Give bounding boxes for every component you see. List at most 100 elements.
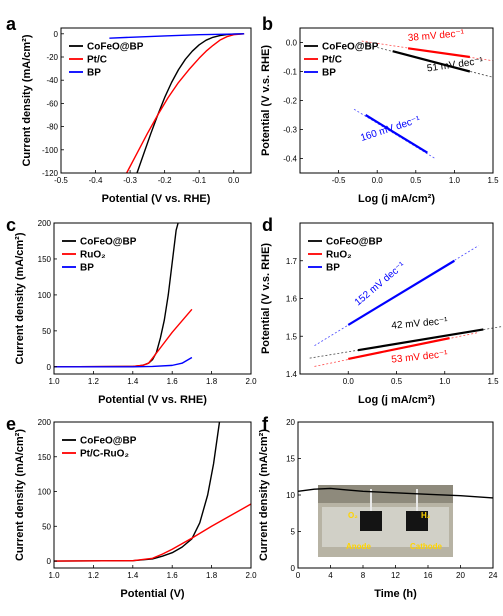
y-tick-label: 0: [291, 564, 296, 573]
x-tick-label: -0.5: [332, 176, 346, 185]
y-tick-label: 150: [38, 255, 52, 264]
panel-letter: c: [6, 215, 16, 235]
x-tick-label: 1.8: [206, 571, 218, 580]
legend-label: RuO₂: [326, 250, 352, 261]
x-tick-label: 8: [361, 571, 366, 580]
x-axis-label: Log (j mA/cm²): [358, 394, 435, 406]
series-line: [348, 337, 450, 360]
x-tick-label: 1.5: [487, 176, 499, 185]
y-tick-label: 0: [47, 363, 52, 372]
x-tick-label: 1.8: [206, 377, 218, 386]
x-tick-label: 12: [391, 571, 400, 580]
x-tick-label: -0.2: [158, 176, 172, 185]
legend-label: CoFeO@BP: [80, 436, 137, 447]
panel-letter: b: [262, 14, 273, 34]
x-tick-label: -0.5: [54, 176, 68, 185]
y-tick-label: 5: [291, 528, 296, 537]
cathode-electrode: [406, 511, 428, 531]
x-tick-label: 1.6: [167, 377, 179, 386]
electrolyzer-photo: O₂ H₂ Anode Cathode: [318, 485, 453, 557]
x-tick-label: 2.0: [245, 571, 257, 580]
y-axis-label: Current density (mA/cm²): [14, 429, 26, 561]
y-tick-label: 50: [42, 327, 51, 336]
plot-frame: [53, 421, 252, 569]
x-tick-label: 1.0: [48, 571, 60, 580]
panel-d: d 0.0 0.5 1.0 1.5 1.4 1.5 1.6 1.7 Log (j mA/cm²) P…: [260, 215, 503, 406]
slope-annotation: 51 mV dec⁻¹: [426, 56, 484, 75]
plot-frame: [53, 222, 252, 375]
y-tick-label: 1.7: [286, 257, 298, 266]
x-tick-label: 24: [489, 571, 498, 580]
inset-label: O₂: [348, 511, 358, 520]
slope-annotation: 152 mV dec⁻¹: [353, 260, 408, 309]
x-tick-label: 16: [424, 571, 433, 580]
x-tick-label: 1.4: [127, 571, 139, 580]
inset-label: Anode: [346, 542, 371, 551]
legend-label: Pt/C-RuO₂: [80, 449, 129, 460]
y-tick-label: -80: [46, 123, 58, 132]
x-tick-label: 0.0: [343, 377, 355, 386]
slope-annotation: 53 mV dec⁻¹: [391, 349, 449, 366]
series-line: [54, 356, 193, 368]
slope-annotation: 160 mV dec⁻¹: [359, 114, 422, 144]
y-tick-label: 1.4: [286, 370, 298, 379]
slope-annotation: 38 mV dec⁻¹: [407, 28, 465, 44]
series-line: [136, 33, 245, 174]
series-line: [407, 47, 470, 59]
legend-label: CoFeO@BP: [326, 237, 383, 248]
y-tick-label: 1.6: [286, 295, 298, 304]
x-axis-label: Potential (V vs. RHE): [98, 394, 207, 406]
panel-letter: a: [6, 14, 17, 34]
x-tick-label: -0.1: [192, 176, 206, 185]
y-tick-label: -60: [46, 99, 58, 108]
y-axis-label: Potential (V v.s. RHE): [260, 243, 272, 354]
plot-frame: [60, 27, 252, 174]
y-tick-label: -100: [42, 146, 59, 155]
y-tick-label: 0: [54, 30, 59, 39]
series-line: [109, 33, 245, 39]
x-tick-label: 1.6: [167, 571, 179, 580]
panel-f: f O₂ H₂ Anode Cathode 0 4 8 12 16 20 24 0 5 10 15 20 Time…: [258, 414, 498, 600]
y-tick-label: 0: [47, 557, 52, 566]
y-tick-label: 0.0: [286, 39, 298, 48]
x-tick-label: 1.0: [48, 377, 60, 386]
x-tick-label: 1.0: [449, 176, 461, 185]
x-tick-label: 0.5: [410, 176, 422, 185]
y-tick-label: 200: [38, 219, 52, 228]
series-line: [53, 421, 221, 562]
x-tick-label: 1.4: [127, 377, 139, 386]
series-line: [357, 328, 484, 352]
y-tick-label: -0.2: [283, 97, 297, 106]
y-tick-label: -0.1: [283, 68, 297, 77]
series-line: [297, 487, 494, 499]
x-tick-label: 4: [328, 571, 333, 580]
legend-label: CoFeO@BP: [87, 42, 144, 53]
x-tick-label: -0.4: [89, 176, 103, 185]
legend-label: Pt/C: [322, 55, 342, 66]
y-tick-label: 15: [286, 455, 295, 464]
series-line: [365, 114, 428, 154]
x-tick-label: 2.0: [245, 377, 257, 386]
y-tick-label: 150: [38, 453, 52, 462]
x-tick-label: 0.0: [228, 176, 240, 185]
y-tick-label: 200: [38, 418, 52, 427]
panel-letter: f: [262, 414, 269, 434]
y-tick-label: 100: [38, 488, 52, 497]
panel-c: c 1.0 1.2 1.4 1.6 1.8 2.0 0 50 100 150 200 Potential…: [6, 215, 257, 406]
x-tick-label: 1.2: [88, 377, 100, 386]
legend-label: BP: [80, 263, 94, 274]
x-tick-label: 1.0: [439, 377, 451, 386]
legend-label: CoFeO@BP: [322, 42, 379, 53]
panel-a: a -0.5 -0.4 -0.3 -0.2 -0.1 0.0 -120 -100 -80 -60 -4…: [6, 14, 252, 205]
panel-letter: d: [262, 215, 273, 235]
y-tick-label: 1.5: [286, 332, 298, 341]
y-tick-label: -120: [42, 169, 59, 178]
x-axis-label: Time (h): [374, 588, 417, 600]
x-tick-label: -0.3: [123, 176, 137, 185]
panel-b: b -0.5 0.0 0.5 1.0 1.5 0.0 -0.1 -0.2 -0.3 -0.4 Log …: [260, 14, 499, 205]
series-line: [392, 50, 471, 73]
legend-label: CoFeO@BP: [80, 237, 137, 248]
y-tick-label: 10: [286, 491, 295, 500]
panel-e: e 1.0 1.2 1.4 1.6 1.8 2.0 0 50 100 150 200 Potential…: [6, 414, 257, 600]
